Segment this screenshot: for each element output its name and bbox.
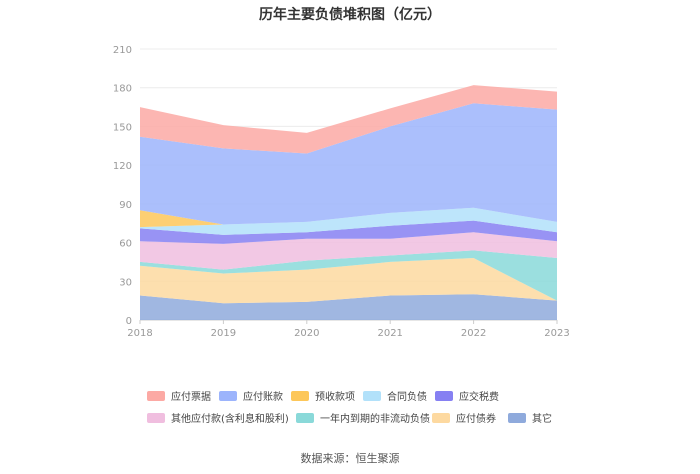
legend-swatch — [147, 390, 165, 401]
legend-item[interactable]: 应付债券 — [432, 410, 496, 425]
legend-swatch — [219, 390, 237, 401]
y-tick-label: 90 — [119, 200, 132, 211]
legend-label: 应交税费 — [459, 392, 499, 403]
legend-label: 预收款项 — [315, 392, 355, 403]
legend-label: 应付票据 — [171, 392, 211, 403]
x-tick-label: 2019 — [211, 328, 236, 339]
data-source: 数据来源：恒生聚源 — [300, 452, 400, 465]
y-tick-label: 0 — [126, 316, 132, 327]
y-tick-label: 150 — [113, 122, 132, 133]
area-series — [140, 85, 557, 320]
legend-item[interactable]: 应付票据 — [147, 388, 211, 403]
y-tick-label: 210 — [113, 45, 132, 56]
legend-swatch — [363, 390, 381, 401]
axes: 0 30 60 90 120 150 180 210 2018 2019 2020 2021 2022 2… — [113, 45, 570, 339]
x-tick-label: 2020 — [294, 328, 319, 339]
y-tick-label: 30 — [119, 277, 132, 288]
x-tick-label: 2018 — [127, 328, 152, 339]
legend-swatch — [435, 390, 453, 401]
legend-label: 其他应付款(含利息和股利) — [171, 414, 289, 425]
legend-swatch — [432, 412, 450, 423]
x-tick-label: 2021 — [377, 328, 402, 339]
legend-swatch — [296, 412, 314, 423]
area-series-3 — [140, 232, 557, 270]
area-series-7 — [140, 103, 557, 225]
legend-swatch — [508, 412, 526, 423]
area-series-6 — [140, 207, 557, 228]
legend-item[interactable]: 应交税费 — [435, 388, 499, 403]
legend-label: 一年内到期的非流动负债 — [320, 414, 430, 425]
legend-swatch — [291, 390, 309, 401]
legend-item[interactable]: 其它 — [508, 410, 552, 425]
legend-label: 其它 — [532, 414, 552, 425]
legend-item[interactable]: 应付账款 — [219, 388, 283, 403]
chart-title: 历年主要负债堆积图（亿元） — [259, 7, 441, 23]
y-tick-label: 60 — [119, 239, 132, 250]
area-series-0 — [140, 294, 557, 320]
legend-label: 应付账款 — [243, 392, 283, 403]
area-series-2 — [140, 250, 557, 301]
area-series-1 — [140, 258, 557, 304]
legend-swatch — [147, 412, 165, 423]
x-tick-label: 2022 — [461, 328, 486, 339]
x-tick-label: 2023 — [544, 328, 569, 339]
area-series-8 — [140, 85, 557, 154]
area-series-4 — [140, 220, 557, 244]
y-tick-label: 180 — [113, 84, 132, 95]
y-tick-label: 120 — [113, 161, 132, 172]
legend-item[interactable]: 其他应付款(含利息和股利) — [147, 410, 289, 425]
legend-item[interactable]: 合同负债 — [363, 388, 427, 403]
area-series-5 — [140, 207, 557, 235]
legend-label: 应付债券 — [456, 414, 496, 425]
legend-item[interactable]: 一年内到期的非流动负债 — [296, 410, 430, 425]
legend-item[interactable]: 预收款项 — [291, 388, 355, 403]
legend-label: 合同负债 — [387, 392, 427, 403]
